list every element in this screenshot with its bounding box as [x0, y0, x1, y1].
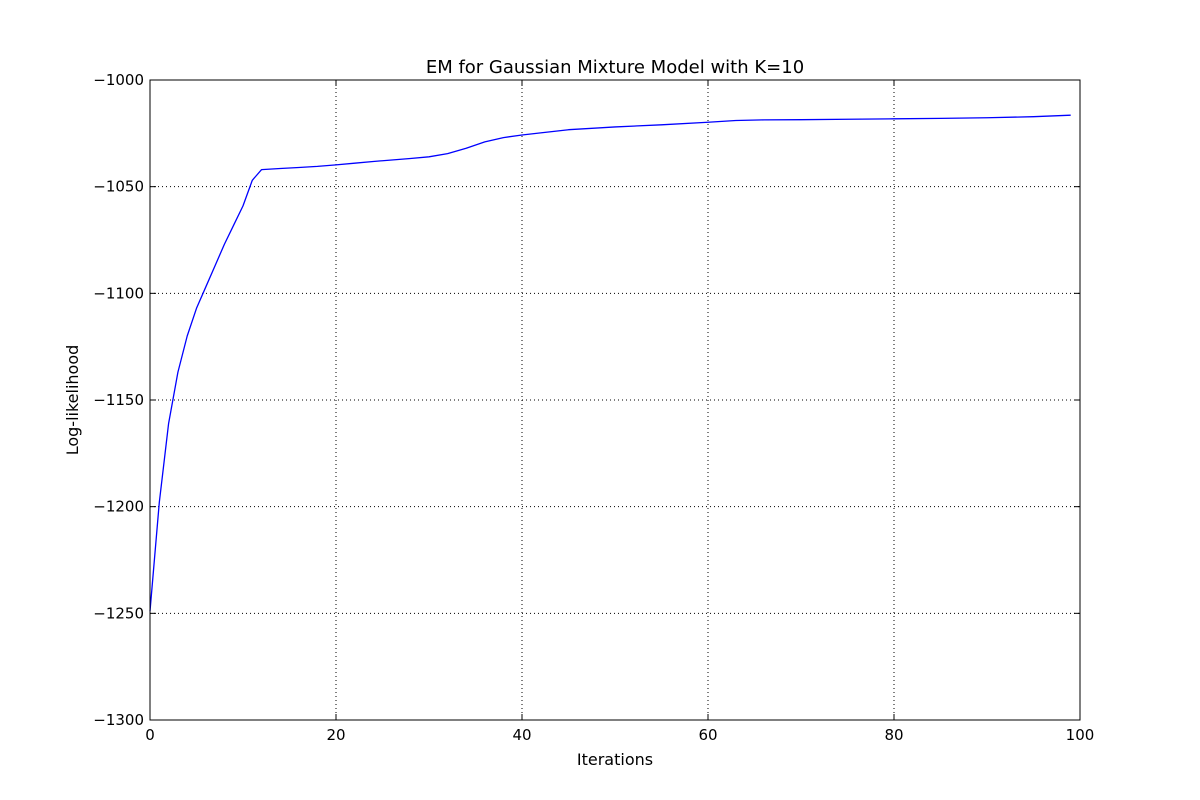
y-tick-label: −1250 [93, 604, 144, 622]
x-axis-label: Iterations [577, 750, 653, 769]
series-layer [149, 114, 1071, 612]
x-tick-label: 20 [326, 726, 345, 744]
x-tick-label: 80 [884, 726, 903, 744]
y-axis-label: Log-likelihood [63, 345, 82, 456]
y-tick-label: −1050 [93, 178, 144, 196]
x-tick-label: 0 [145, 726, 155, 744]
y-tick-label: −1200 [93, 498, 144, 516]
grid [150, 80, 1080, 720]
series-line-0 [149, 114, 1071, 612]
x-axis-ticks: 0 20 40 60 80 100 [145, 80, 1094, 744]
y-tick-label: −1100 [93, 284, 144, 302]
x-tick-label: 40 [512, 726, 531, 744]
x-tick-label: 60 [698, 726, 717, 744]
x-tick-label: 100 [1066, 726, 1095, 744]
chart-title: EM for Gaussian Mixture Model with K=10 [426, 57, 804, 78]
y-tick-label: −1000 [93, 71, 144, 89]
y-axis-ticks: −1000 −1050 −1100 −1150 −1200 −1250 −1300 [93, 71, 1080, 729]
y-tick-label: −1300 [93, 711, 144, 729]
y-tick-label: −1150 [93, 391, 144, 409]
